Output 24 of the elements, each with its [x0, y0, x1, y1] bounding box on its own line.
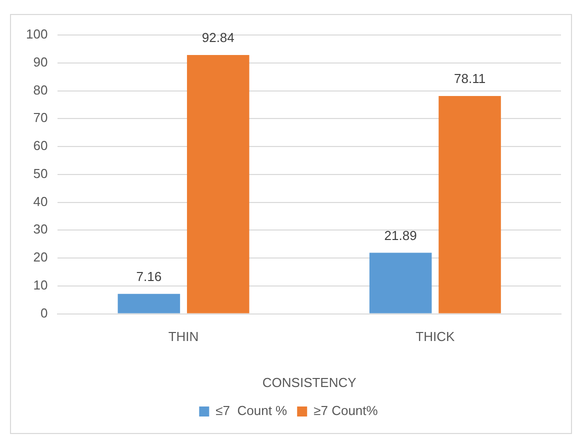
data-label: 92.84	[202, 30, 234, 46]
y-tick-label: 50	[33, 166, 48, 181]
x-tick-label: THICK	[416, 329, 455, 344]
y-tick-label: 0	[40, 305, 48, 320]
bar	[369, 252, 432, 314]
legend-label: ≥7 Count%	[314, 403, 378, 418]
y-tick-label: 90	[33, 54, 48, 70]
legend-label: ≤7 Count %	[216, 403, 288, 418]
data-label: 7.16	[136, 268, 162, 284]
y-tick-label: 60	[33, 138, 48, 154]
data-label: 78.11	[454, 71, 486, 86]
y-tick-label: 40	[33, 194, 48, 209]
bar	[186, 54, 250, 314]
y-tick-label: 100	[26, 26, 48, 42]
x-tick-label: THIN	[168, 329, 199, 344]
y-tick-label: 20	[33, 250, 48, 265]
bar	[118, 294, 180, 314]
x-axis-title: CONSISTENCY	[262, 374, 357, 390]
bar	[438, 96, 501, 314]
y-tick-label: 70	[33, 110, 48, 126]
y-tick-label: 30	[33, 222, 48, 237]
y-tick-label: 80	[33, 82, 48, 98]
data-label: 21.89	[384, 228, 417, 243]
y-tick-label: 10	[33, 278, 48, 292]
